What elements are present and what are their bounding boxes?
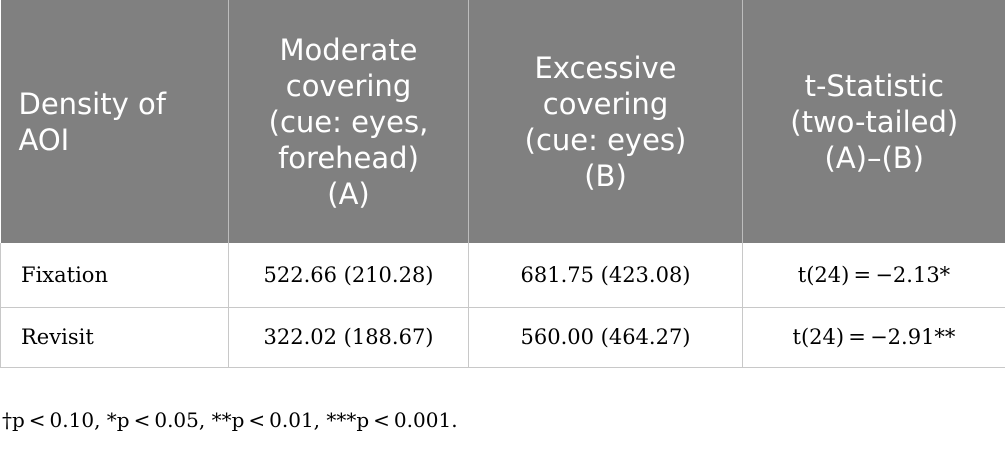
table-row: Fixation 522.66 (210.28) 681.75 (423.08)… — [0, 243, 1005, 308]
cell: t(24) = −2.13* — [742, 243, 1005, 308]
cell: 322.02 (188.67) — [228, 307, 469, 368]
header-cell: Moderate covering (cue: eyes, forehead) … — [228, 0, 469, 243]
cell: t(24) = −2.91** — [742, 307, 1005, 368]
header-cell: t-Statistic (two-tailed) (A)–(B) — [742, 0, 1005, 243]
header-cell: Density of AOI — [0, 0, 229, 243]
cell: 681.75 (423.08) — [468, 243, 743, 308]
cell: 522.66 (210.28) — [228, 243, 469, 308]
cell: Revisit — [0, 307, 229, 368]
footnote: †p < 0.10, *p < 0.05, **p < 0.01, ***p <… — [2, 408, 458, 432]
table-row: Revisit 322.02 (188.67) 560.00 (464.27) … — [0, 307, 1005, 368]
header-cell: Excessive covering (cue: eyes) (B) — [468, 0, 743, 243]
cell: Fixation — [0, 243, 229, 308]
cell: 560.00 (464.27) — [468, 307, 743, 368]
data-table: Density of AOI Moderate covering (cue: e… — [0, 0, 1005, 368]
header-row: Density of AOI Moderate covering (cue: e… — [0, 0, 1005, 243]
